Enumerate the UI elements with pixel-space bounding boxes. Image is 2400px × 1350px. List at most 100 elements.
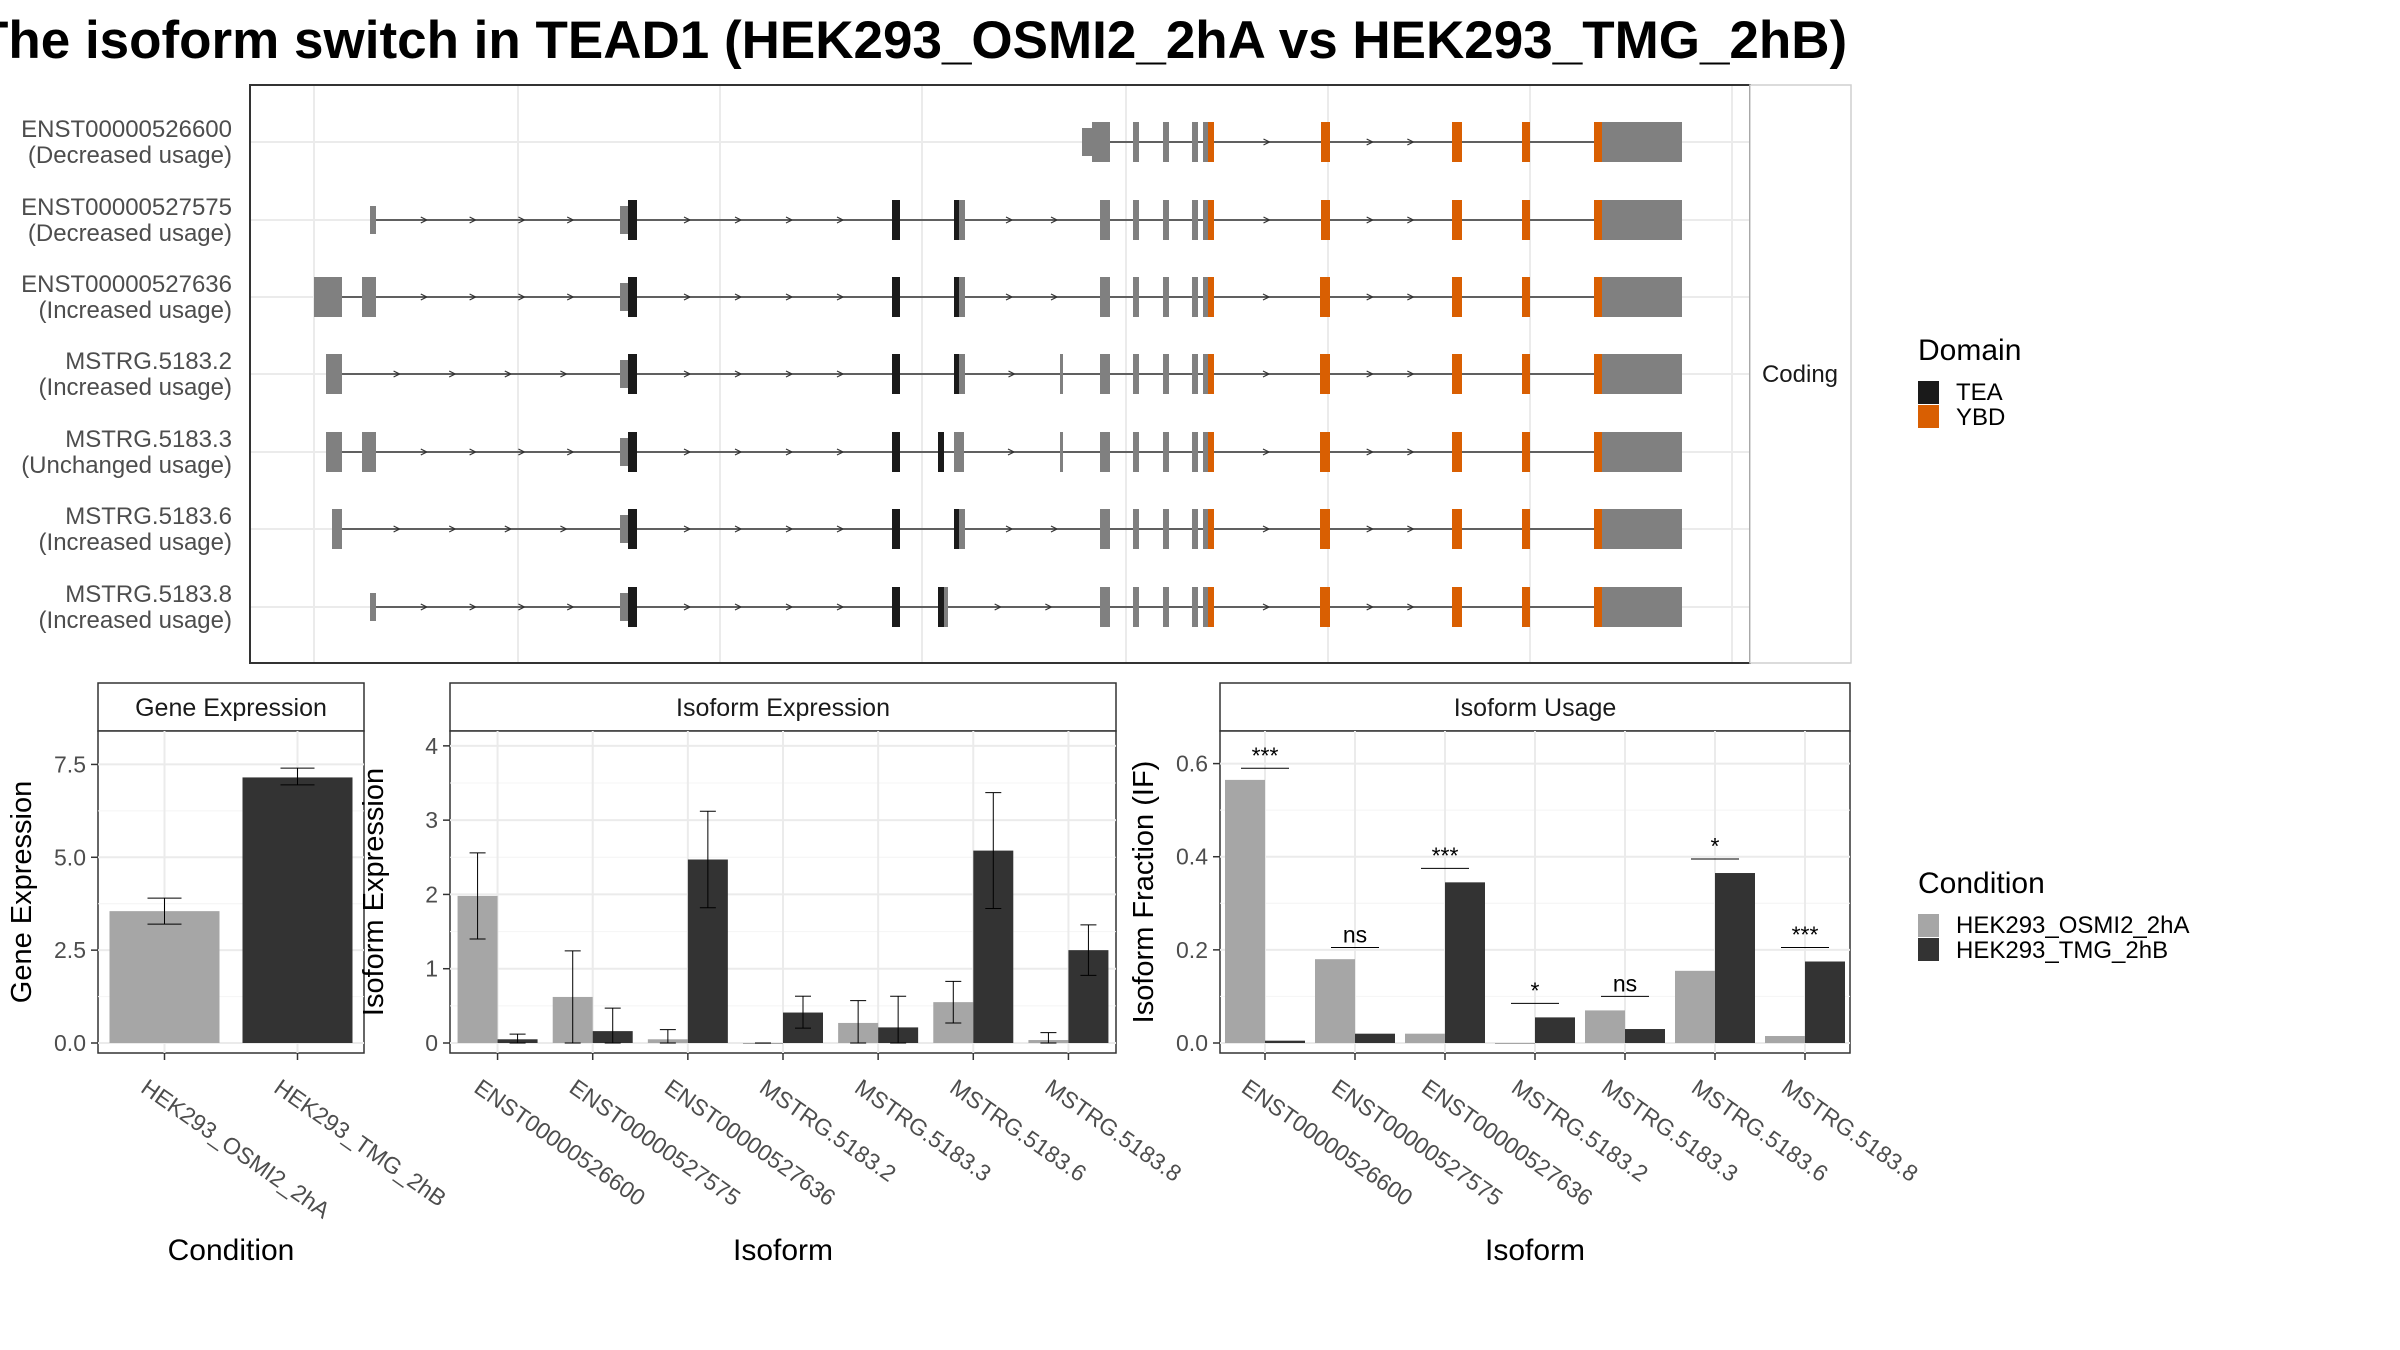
exon-ybd-domain xyxy=(1320,587,1330,627)
strand-arrow xyxy=(1005,216,1014,224)
y-tick-label: 4 xyxy=(425,733,438,759)
strand-arrow xyxy=(683,603,692,611)
strand-arrow xyxy=(1366,603,1375,611)
isoform-id-label: ENST00000527636 xyxy=(21,271,232,298)
strand-arrow xyxy=(1007,448,1016,456)
legend-key-ybd xyxy=(1918,405,1939,428)
y-axis-title: Isoform Expression xyxy=(358,768,390,1016)
strand-arrow xyxy=(785,448,794,456)
bar xyxy=(109,911,220,1043)
exon-tea-domain xyxy=(954,509,959,549)
exon-ybd-domain xyxy=(1321,122,1330,162)
exon xyxy=(620,206,630,234)
strand-arrow xyxy=(785,293,794,301)
y-tick-label: 2.5 xyxy=(54,937,86,963)
significance-label: *** xyxy=(1792,922,1819,948)
bar xyxy=(1445,882,1485,1043)
significance-label: ns xyxy=(1343,922,1367,948)
legend-key-osmi2 xyxy=(1918,914,1939,937)
exon-ybd-domain xyxy=(1594,587,1602,627)
exon-ybd-domain xyxy=(1522,432,1530,472)
exon xyxy=(1203,354,1209,394)
strand-arrow xyxy=(448,525,457,533)
strand-arrow xyxy=(836,603,845,611)
exon xyxy=(1602,200,1682,240)
strand-arrow xyxy=(1050,525,1059,533)
isoform-usage-label: (Increased usage) xyxy=(39,374,232,401)
bar xyxy=(1535,1017,1575,1043)
exon xyxy=(1203,509,1209,549)
exon-ybd-domain xyxy=(1522,122,1530,162)
exon xyxy=(1060,432,1063,472)
strand-arrow xyxy=(420,603,429,611)
exon xyxy=(326,354,342,394)
strand-arrow xyxy=(393,370,401,378)
exon-tea-domain xyxy=(628,587,637,627)
exon xyxy=(370,593,376,621)
exon xyxy=(1192,122,1198,162)
y-tick-label: 5.0 xyxy=(54,844,86,870)
exon xyxy=(620,438,630,466)
bar xyxy=(1355,1033,1395,1043)
exon-ybd-domain xyxy=(1452,509,1462,549)
strand-arrow xyxy=(1366,448,1375,456)
exon-tea-domain xyxy=(892,277,900,317)
exon-tea-domain xyxy=(954,277,959,317)
exon-tea-domain xyxy=(938,587,944,627)
isoform-id-label: ENST00000526600 xyxy=(21,116,232,143)
exon xyxy=(1602,122,1682,162)
exon xyxy=(620,593,630,621)
strand-arrow xyxy=(469,216,477,224)
figure-title: The isoform switch in TEAD1 (HEK293_OSMI… xyxy=(0,11,1847,70)
exon xyxy=(1100,122,1110,162)
strand-arrow xyxy=(504,525,513,533)
exon-tea-domain xyxy=(628,277,637,317)
strand-arrow xyxy=(734,448,743,456)
exon xyxy=(1100,587,1110,627)
exon xyxy=(1192,432,1198,472)
strand-arrow xyxy=(518,216,526,224)
exon xyxy=(1203,432,1209,472)
isoform-id-label: MSTRG.5183.2 xyxy=(65,348,232,375)
bar xyxy=(1675,970,1715,1043)
y-tick-label: 3 xyxy=(425,807,438,833)
significance-label: * xyxy=(1531,977,1540,1003)
exon xyxy=(1203,122,1209,162)
exon-tea-domain xyxy=(892,509,900,549)
strand-arrow xyxy=(1407,448,1415,456)
legend-label-ybd: YBD xyxy=(1956,404,2005,431)
exon-ybd-domain xyxy=(1452,122,1462,162)
y-tick-label: 2 xyxy=(425,881,438,907)
strand-arrow xyxy=(1262,448,1271,456)
exon-ybd-domain xyxy=(1594,432,1602,472)
strand-arrow xyxy=(1262,603,1271,611)
exon-ybd-domain xyxy=(1452,354,1462,394)
bar xyxy=(1585,1010,1625,1043)
legend-label-tmg: HEK293_TMG_2hB xyxy=(1956,937,2168,964)
strand-arrow xyxy=(1262,525,1271,533)
strand-arrow xyxy=(566,448,575,456)
strand-arrow xyxy=(734,216,743,224)
significance-label: *** xyxy=(1252,742,1279,768)
strand-arrow xyxy=(566,216,575,224)
strand-arrow xyxy=(504,370,513,378)
exon xyxy=(1602,587,1682,627)
domain-legend: Domain TEA YBD xyxy=(1918,334,2021,431)
exon xyxy=(1133,432,1139,472)
significance-label: *** xyxy=(1432,842,1459,868)
panel-strip xyxy=(1219,682,1851,732)
exon-tea-domain xyxy=(628,200,637,240)
exon xyxy=(1163,432,1169,472)
exon-ybd-domain xyxy=(1452,200,1462,240)
exon-ybd-domain xyxy=(1452,432,1462,472)
strand-arrow xyxy=(469,293,477,301)
exon xyxy=(362,432,376,472)
exon xyxy=(326,432,342,472)
y-tick-label: 0 xyxy=(425,1030,438,1056)
exon-ybd-domain xyxy=(1594,509,1602,549)
isoform-id-label: MSTRG.5183.6 xyxy=(65,503,232,530)
strand-arrow xyxy=(1407,138,1415,146)
strand-arrow xyxy=(1005,525,1014,533)
structure-strip xyxy=(1749,84,1852,664)
